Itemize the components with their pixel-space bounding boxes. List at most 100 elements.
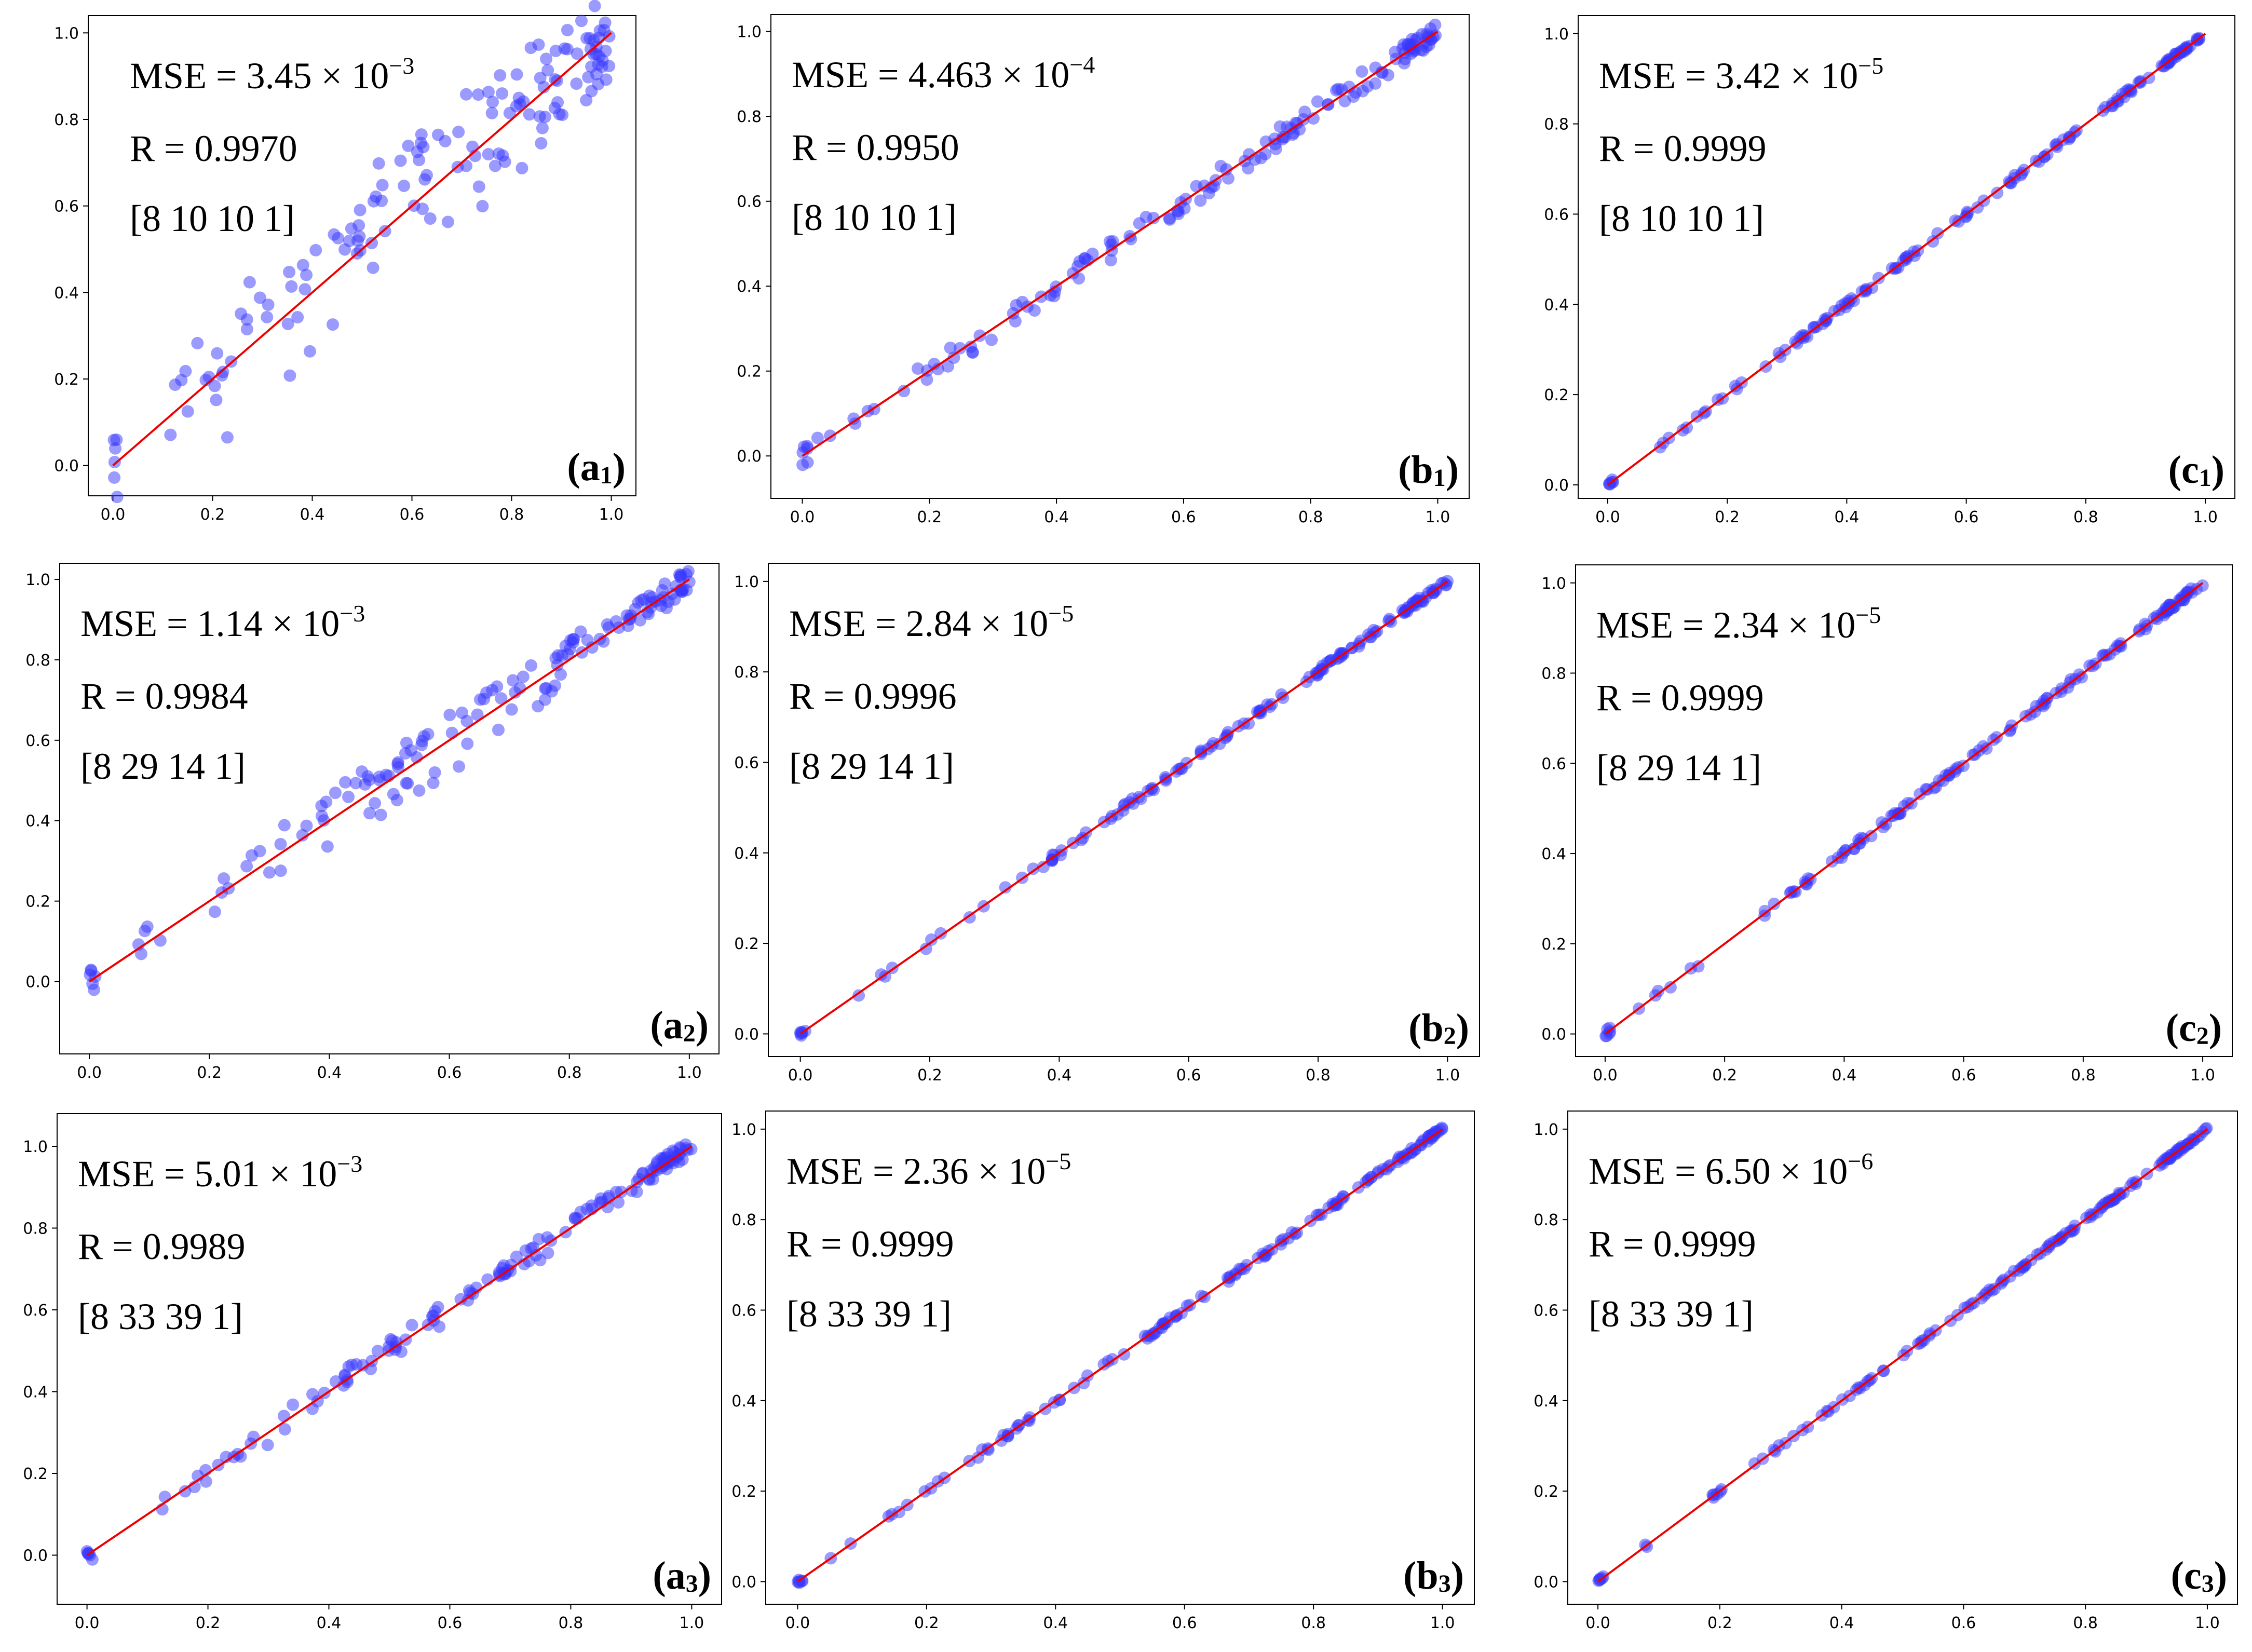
- chart-panel-c3: 0.0 0.2 0.4 0.6 0.8 1.0 0.0 0.2 0.4 0.6 0.8 1.0 MSE …: [1534, 1111, 2238, 1632]
- data-point: [299, 283, 311, 296]
- data-point: [278, 1423, 291, 1436]
- x-tick-label: 1.0: [680, 1614, 704, 1632]
- x-tick-label: 0.4: [1043, 1614, 1068, 1632]
- y-tick-label: 0.0: [731, 1573, 756, 1591]
- x-tick-label: 0.4: [1835, 508, 1860, 526]
- x-tick-label: 0.4: [317, 1614, 342, 1632]
- data-point: [1355, 65, 1368, 78]
- y-tick-label: 0.8: [731, 1211, 756, 1229]
- data-point: [400, 777, 413, 790]
- data-point: [1078, 252, 1091, 265]
- data-point: [1073, 272, 1086, 285]
- data-point: [398, 179, 411, 192]
- data-point: [685, 1143, 698, 1156]
- data-point: [524, 659, 537, 672]
- y-tick-label: 0.0: [734, 1025, 759, 1044]
- architecture-annotation: [8 10 10 1]: [1599, 198, 1764, 239]
- y-tick-label: 0.8: [737, 108, 762, 126]
- data-point: [541, 1231, 554, 1244]
- data-point: [402, 139, 415, 152]
- data-point: [588, 0, 601, 12]
- panel-label: (b3): [1403, 1554, 1464, 1597]
- data-point: [441, 215, 454, 228]
- data-point: [253, 291, 266, 304]
- data-point: [1111, 808, 1124, 821]
- data-point: [599, 16, 612, 29]
- y-tick-label: 0.6: [734, 754, 759, 772]
- y-tick-label: 1.0: [737, 23, 762, 42]
- data-point: [1389, 46, 1402, 59]
- y-tick-label: 0.4: [1544, 296, 1569, 314]
- data-point: [554, 668, 567, 681]
- data-point: [135, 947, 148, 960]
- data-point: [1275, 688, 1288, 701]
- data-point: [944, 341, 957, 354]
- data-point: [1104, 254, 1117, 267]
- y-tick-label: 0.2: [1541, 936, 1566, 954]
- data-point: [452, 126, 465, 139]
- data-point: [399, 747, 412, 760]
- y-tick-label: 0.0: [1534, 1573, 1558, 1591]
- data-point: [495, 692, 508, 705]
- y-tick-label: 0.6: [1541, 755, 1566, 773]
- data-point: [372, 157, 385, 170]
- x-tick-label: 0.8: [1301, 1614, 1326, 1632]
- chart-panel-a3: 0.0 0.2 0.4 0.6 0.8 1.0 0.0 0.2 0.4 0.6 0.8 1.0 MSE …: [23, 1113, 722, 1632]
- x-tick-label: 0.2: [200, 506, 225, 524]
- y-tick-label: 0.4: [1534, 1392, 1558, 1411]
- data-point: [367, 195, 380, 208]
- data-point: [811, 431, 824, 444]
- plot-frame: [770, 14, 1470, 499]
- y-tick-label: 0.4: [731, 1392, 756, 1411]
- data-point: [480, 686, 493, 699]
- data-point: [510, 68, 523, 81]
- fit-line: [1607, 33, 2206, 486]
- data-point: [538, 111, 551, 124]
- data-point: [601, 618, 614, 631]
- data-point: [947, 351, 960, 364]
- x-tick-label: 1.0: [1435, 1066, 1460, 1085]
- data-point: [590, 67, 603, 80]
- data-point: [369, 797, 382, 810]
- y-tick-label: 0.0: [1544, 477, 1569, 495]
- y-tick-label: 0.8: [25, 652, 50, 670]
- plot-frame: [1578, 15, 2235, 499]
- data-point: [363, 807, 376, 820]
- x-tick-label: 0.0: [77, 1064, 102, 1082]
- data-point: [108, 471, 121, 484]
- x-tick-label: 0.6: [1951, 1614, 1976, 1632]
- data-point: [1977, 740, 1990, 753]
- data-point: [365, 237, 378, 250]
- data-point: [389, 1343, 402, 1356]
- data-point: [1242, 162, 1255, 175]
- panel-label: (c1): [2168, 448, 2224, 492]
- data-point: [300, 819, 313, 832]
- y-tick-label: 0.2: [734, 935, 759, 953]
- r-annotation: R = 0.9984: [80, 675, 248, 717]
- data-point: [1838, 297, 1851, 310]
- x-tick-label: 0.6: [1176, 1066, 1201, 1085]
- data-point: [1800, 878, 1813, 891]
- data-point: [1865, 830, 1878, 843]
- data-point: [1369, 77, 1382, 90]
- r-annotation: R = 0.9970: [130, 128, 297, 169]
- data-point: [2032, 155, 2045, 168]
- y-tick-label: 0.2: [25, 893, 50, 911]
- data-point: [795, 1029, 808, 1042]
- data-point: [218, 872, 230, 885]
- y-tick-label: 0.6: [54, 198, 79, 216]
- data-point: [432, 128, 445, 141]
- y-tick-label: 0.8: [23, 1220, 48, 1238]
- data-point: [551, 96, 564, 109]
- y-tick-label: 0.4: [737, 278, 762, 296]
- data-point: [509, 686, 522, 699]
- x-tick-label: 0.0: [1593, 1066, 1618, 1085]
- mse-annotation: MSE = 3.45 × 10−3: [130, 52, 414, 97]
- data-point: [110, 433, 123, 446]
- data-point: [296, 829, 309, 842]
- fit-line: [1604, 582, 2204, 1035]
- mse-annotation: MSE = 6.50 × 10−6: [1589, 1148, 1873, 1192]
- x-tick-label: 0.0: [785, 1614, 810, 1632]
- data-point: [586, 641, 599, 654]
